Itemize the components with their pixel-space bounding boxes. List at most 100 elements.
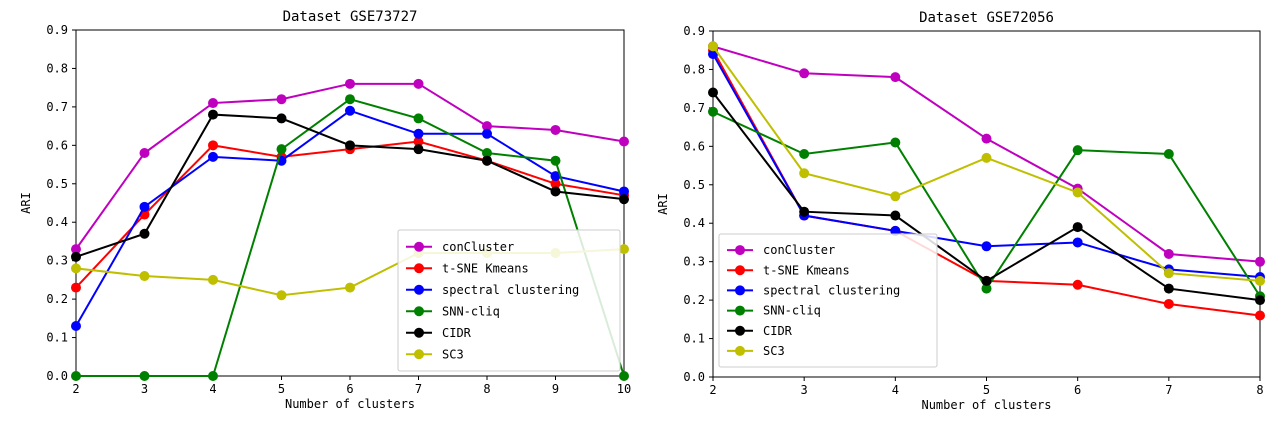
chart-1-data-point-concluster bbox=[890, 72, 901, 83]
chart-0-legend-marker-snn-cliq bbox=[414, 306, 424, 317]
chart-0-y-tick-label: 0.1 bbox=[46, 331, 68, 345]
chart-0-data-point-snn-cliq bbox=[139, 371, 150, 381]
chart-1-data-point-snn-cliq bbox=[890, 137, 901, 148]
chart-1-legend-label-sc3: SC3 bbox=[763, 344, 785, 358]
chart-1-data-point-cidr bbox=[1072, 222, 1083, 233]
chart-0-y-tick-label: 0.0 bbox=[46, 369, 68, 383]
chart-0-data-point-cidr bbox=[482, 155, 492, 166]
chart-0-legend-label-t-sne-kmeans: t-SNE Kmeans bbox=[442, 261, 529, 275]
chart-1-data-point-spectral-clustering bbox=[981, 241, 992, 252]
chart-1-x-tick-label: 3 bbox=[801, 383, 808, 397]
chart-0-data-point-t-sne-kmeans bbox=[208, 140, 218, 151]
chart-1-x-tick-label: 4 bbox=[892, 383, 899, 397]
chart-0-y-tick-label: 0.4 bbox=[46, 215, 68, 229]
chart-1-data-point-spectral-clustering bbox=[1072, 237, 1083, 248]
chart-1-y-tick-label: 0.5 bbox=[683, 178, 705, 192]
chart-0-data-point-snn-cliq bbox=[71, 371, 81, 381]
chart-1-data-point-sc3 bbox=[799, 168, 810, 179]
chart-0-legend-label-cidr: CIDR bbox=[442, 326, 472, 340]
chart-0-x-tick-label: 7 bbox=[415, 382, 422, 396]
chart-1-data-point-spectral-clustering bbox=[890, 225, 901, 236]
chart-1-data-point-concluster bbox=[1255, 256, 1265, 267]
chart-1-data-point-snn-cliq bbox=[799, 149, 810, 160]
chart-1-x-tick-label: 5 bbox=[983, 383, 990, 397]
chart-1-legend-box bbox=[718, 233, 938, 368]
chart-1-y-tick-label: 0.1 bbox=[683, 332, 705, 346]
chart-0-y-axis-label: ARI bbox=[19, 192, 33, 214]
chart-1-data-point-cidr bbox=[1163, 283, 1174, 294]
chart-0-y-tick-label: 0.3 bbox=[46, 254, 68, 268]
chart-1-data-point-t-sne-kmeans bbox=[1163, 298, 1174, 309]
chart-0-data-point-cidr bbox=[139, 228, 150, 239]
chart-1-data-point-cidr bbox=[708, 87, 718, 98]
chart-0-x-tick-label: 3 bbox=[141, 382, 148, 396]
chart-1-legend-label-cidr: CIDR bbox=[763, 324, 793, 338]
chart-0-data-point-sc3 bbox=[619, 244, 629, 255]
chart-0-data-point-sc3 bbox=[345, 282, 355, 293]
chart-0-data-point-snn-cliq bbox=[345, 94, 355, 105]
chart-1-data-point-cidr bbox=[1255, 295, 1265, 306]
chart-1-legend-marker-concluster bbox=[735, 245, 745, 256]
chart-0-data-point-t-sne-kmeans bbox=[413, 136, 424, 147]
chart-0-x-tick-label: 2 bbox=[72, 382, 79, 396]
chart-1-legend-marker-sc3 bbox=[735, 345, 745, 356]
chart-0-data-point-t-sne-kmeans bbox=[550, 178, 561, 189]
chart-0-legend-box bbox=[397, 229, 621, 372]
chart-0-data-point-spectral-clustering bbox=[139, 201, 150, 212]
chart-0-data-point-concluster bbox=[550, 124, 561, 135]
chart-0-legend-label-sc3: SC3 bbox=[442, 347, 464, 361]
chart-1-plot-area bbox=[708, 41, 1265, 321]
chart-1-legend-label-snn-cliq: SNN-cliq bbox=[763, 304, 821, 318]
chart-1-y-tick-label: 0.6 bbox=[683, 139, 705, 153]
chart-0-data-point-concluster bbox=[71, 244, 81, 255]
chart-1-data-point-t-sne-kmeans bbox=[1072, 279, 1083, 290]
chart-0-data-point-spectral-clustering bbox=[345, 105, 355, 116]
chart-0-y-tick-label: 0.6 bbox=[46, 138, 68, 152]
chart-0-y-tick-label: 0.9 bbox=[46, 23, 68, 37]
chart-0-data-point-snn-cliq bbox=[619, 371, 629, 381]
chart-0-data-point-spectral-clustering bbox=[71, 321, 81, 332]
chart-1-data-point-sc3 bbox=[890, 191, 901, 202]
chart-1-legend-marker-snn-cliq bbox=[735, 305, 745, 316]
chart-0-data-point-cidr bbox=[276, 113, 287, 124]
chart-0-legend-marker-concluster bbox=[414, 241, 424, 252]
chart-0-data-point-cidr bbox=[208, 109, 218, 120]
chart-1-y-tick-label: 0.0 bbox=[683, 370, 705, 384]
chart-0-plot-area bbox=[71, 78, 629, 381]
chart-0-x-tick-label: 10 bbox=[617, 382, 631, 396]
chart-1-data-point-sc3 bbox=[1072, 187, 1083, 198]
chart-1-legend-label-concluster: conCluster bbox=[763, 243, 835, 257]
chart-0-data-point-concluster bbox=[139, 148, 150, 159]
chart-1-y-tick-label: 0.9 bbox=[683, 24, 705, 38]
chart-0-legend-marker-spectral-clustering bbox=[414, 284, 424, 295]
chart-1-legend-label-spectral-clustering: spectral clustering bbox=[763, 283, 900, 297]
chart-0-data-point-sc3 bbox=[71, 263, 81, 274]
chart-1-x-tick-label: 8 bbox=[1256, 383, 1263, 397]
chart-0-data-point-spectral-clustering bbox=[619, 186, 629, 197]
chart-0-legend-label-spectral-clustering: spectral clustering bbox=[442, 283, 579, 297]
chart-1-y-tick-label: 0.2 bbox=[683, 293, 705, 307]
chart-1-data-point-snn-cliq bbox=[981, 283, 992, 294]
chart-1-data-point-cidr bbox=[799, 206, 810, 217]
chart-gse73727: Dataset GSE73727 2 3 4 5 6 7 8 9 10 0.0 0.1 0.2 0.3 0.… bbox=[19, 9, 631, 411]
chart-0-data-point-spectral-clustering bbox=[413, 128, 424, 139]
chart-0-legend-label-concluster: conCluster bbox=[442, 240, 514, 254]
chart-0-y-tick-label: 0.7 bbox=[46, 100, 68, 114]
chart-0-data-point-sc3 bbox=[208, 274, 218, 285]
chart-0-data-point-cidr bbox=[619, 194, 629, 205]
chart-1-data-point-concluster bbox=[981, 133, 992, 144]
chart-0-data-point-concluster bbox=[482, 121, 492, 132]
chart-0-legend-label-snn-cliq: SNN-cliq bbox=[442, 304, 500, 318]
chart-0-legend-marker-cidr bbox=[414, 327, 424, 338]
chart-0-data-point-concluster bbox=[276, 94, 287, 105]
chart-0-data-point-cidr bbox=[413, 144, 424, 155]
chart-0-data-point-t-sne-kmeans bbox=[71, 282, 81, 293]
chart-1-data-point-cidr bbox=[890, 210, 901, 221]
chart-1-data-point-sc3 bbox=[1255, 275, 1265, 286]
chart-1-data-point-sc3 bbox=[708, 41, 718, 52]
chart-1-legend-label-t-sne-kmeans: t-SNE Kmeans bbox=[763, 263, 850, 277]
chart-0-x-axis-label: Number of clusters bbox=[285, 397, 415, 411]
chart-0-data-point-sc3 bbox=[276, 290, 287, 301]
chart-1-x-tick-label: 7 bbox=[1165, 383, 1172, 397]
chart-0-data-point-snn-cliq bbox=[482, 148, 492, 159]
